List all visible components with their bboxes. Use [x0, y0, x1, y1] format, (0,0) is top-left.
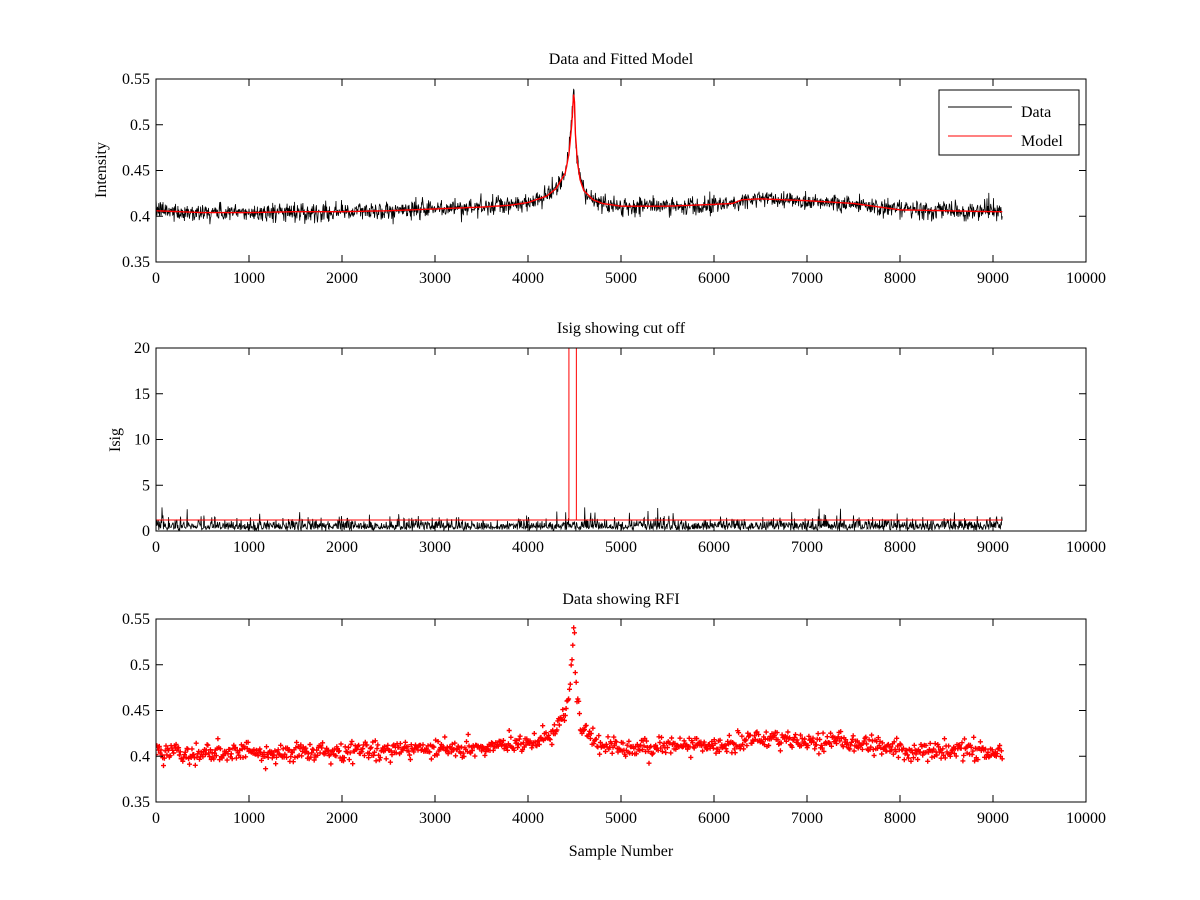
- y-tick-label: 0.5: [130, 657, 150, 674]
- y-tick-label: 0.4: [130, 748, 150, 765]
- x-tick-label: 2000: [326, 539, 358, 556]
- x-tick-label: 10000: [1066, 270, 1106, 287]
- series-isig-line: [156, 507, 1003, 531]
- x-tick-label: 3000: [419, 539, 451, 556]
- y-axis-label-top: Intensity: [93, 142, 110, 198]
- x-tick-label: 2000: [326, 810, 358, 827]
- chart-title-bottom: Data showing RFI: [562, 591, 679, 608]
- series-data-line: [156, 88, 1003, 225]
- ticks-bottom: 0 1000 2000 3000 4000 5000 6000 7000 8000 9000 100…: [122, 611, 1106, 827]
- x-tick-label: 0: [152, 810, 160, 827]
- x-tick-label: 2000: [326, 270, 358, 287]
- x-tick-label: 9000: [977, 539, 1009, 556]
- chart-title-top: Data and Fitted Model: [549, 51, 694, 68]
- x-tick-label: 8000: [884, 270, 916, 287]
- x-axis-label-bottom: Sample Number: [569, 843, 674, 860]
- x-tick-label: 1000: [233, 270, 265, 287]
- axes-isig-showing-cut-off: 0 1000 2000 3000 4000 5000 6000 7000 8000 9000 100…: [107, 320, 1106, 556]
- axes-data-and-fitted-model: 0 1000 2000 3000 4000 5000 6000 7000 8000 9000 100…: [93, 51, 1106, 287]
- y-tick-label: 0.55: [122, 611, 150, 628]
- series-rfi-markers: [156, 625, 1005, 772]
- y-tick-label: 0.45: [122, 163, 150, 180]
- x-tick-label: 0: [152, 270, 160, 287]
- y-tick-label: 0.45: [122, 703, 150, 720]
- y-tick-label: 0.35: [122, 254, 150, 271]
- x-tick-label: 7000: [791, 539, 823, 556]
- x-tick-label: 7000: [791, 270, 823, 287]
- x-tick-label: 7000: [791, 810, 823, 827]
- series-model-line: [156, 94, 1003, 214]
- x-tick-label: 5000: [605, 810, 637, 827]
- axes-data-showing-rfi: 0 1000 2000 3000 4000 5000 6000 7000 8000 9000 100…: [122, 591, 1106, 860]
- x-tick-label: 1000: [233, 810, 265, 827]
- y-tick-label: 10: [134, 432, 150, 449]
- legend-data-label: Data: [1021, 104, 1051, 121]
- plot-area-top: [156, 88, 1003, 225]
- plot-area-middle: [156, 348, 1003, 531]
- y-tick-label: 5: [142, 477, 150, 494]
- plot-area-bottom: [156, 625, 1005, 772]
- x-tick-label: 6000: [698, 810, 730, 827]
- y-tick-label: 0.55: [122, 71, 150, 88]
- ticks-top: 0 1000 2000 3000 4000 5000 6000 7000 8000 9000 100…: [122, 71, 1106, 287]
- x-tick-label: 10000: [1066, 539, 1106, 556]
- y-tick-label: 0.35: [122, 794, 150, 811]
- ticks-middle: 0 1000 2000 3000 4000 5000 6000 7000 8000 9000 100…: [134, 340, 1106, 556]
- x-tick-label: 4000: [512, 810, 544, 827]
- legend-model-label: Model: [1021, 133, 1063, 150]
- x-tick-label: 3000: [419, 270, 451, 287]
- x-tick-label: 9000: [977, 270, 1009, 287]
- y-tick-label: 15: [134, 386, 150, 403]
- x-tick-label: 0: [152, 539, 160, 556]
- y-axis-label-middle: Isig: [107, 428, 124, 452]
- x-tick-label: 6000: [698, 270, 730, 287]
- x-tick-label: 4000: [512, 270, 544, 287]
- legend-box: [938, 89, 1080, 156]
- y-tick-label: 0: [142, 523, 150, 540]
- legend: Data Model: [938, 89, 1080, 156]
- x-tick-label: 8000: [884, 810, 916, 827]
- x-tick-label: 9000: [977, 810, 1009, 827]
- chart-title-middle: Isig showing cut off: [557, 320, 686, 337]
- x-tick-label: 5000: [605, 270, 637, 287]
- x-tick-label: 3000: [419, 810, 451, 827]
- y-tick-label: 0.5: [130, 117, 150, 134]
- y-tick-label: 0.4: [130, 208, 150, 225]
- x-tick-label: 10000: [1066, 810, 1106, 827]
- x-tick-label: 1000: [233, 539, 265, 556]
- x-tick-label: 5000: [605, 539, 637, 556]
- x-tick-label: 8000: [884, 539, 916, 556]
- x-tick-label: 4000: [512, 539, 544, 556]
- y-tick-label: 20: [134, 340, 150, 357]
- x-tick-label: 6000: [698, 539, 730, 556]
